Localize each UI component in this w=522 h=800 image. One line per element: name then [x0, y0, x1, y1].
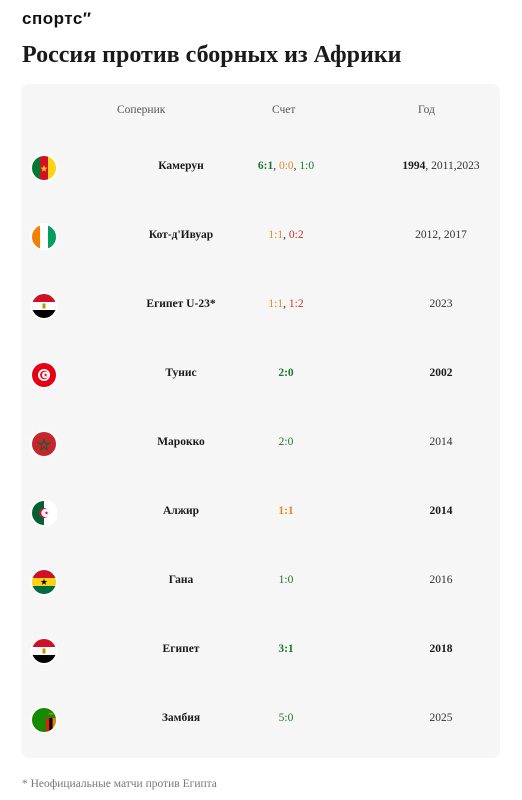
year-cell: 2002 [351, 367, 522, 379]
sports-logo[interactable]: спортс″ [22, 9, 92, 28]
table-row: Камерун 6:1, 0:0, 1:0 1994, 2011,2023 [21, 156, 500, 225]
score-draw: 1:1 [268, 229, 284, 241]
egypt-flag-icon [32, 639, 56, 663]
opponent-name: Замбия [161, 712, 201, 724]
table-row: Тунис 2:0 2002 [21, 363, 500, 432]
score-win: 1:0 [278, 574, 294, 586]
ghana-flag-icon [32, 570, 56, 594]
opponent-name: Египет [162, 643, 200, 655]
score-loss: 0:2 [288, 229, 304, 241]
algeria-flag-icon [32, 501, 56, 525]
table-row: Гана 1:0 2016 [21, 570, 500, 639]
opponent-name: Алжир [162, 505, 200, 517]
table-row: Алжир 1:1 2014 [21, 501, 500, 570]
opponent-name: Кот-д'Ивуар [148, 229, 214, 241]
opponent-name: Гана [168, 574, 194, 586]
ivory-coast-flag-icon [32, 225, 56, 249]
table-row: Египет 3:1 2018 [21, 639, 500, 708]
year-value: 2012, 2017 [415, 229, 467, 241]
zambia-flag-icon [32, 708, 56, 732]
score-cell: 1:1, 0:2 [268, 229, 304, 241]
table-row: Замбия 5:0 2025 [21, 708, 500, 777]
table-row: Египет U-23* 1:1, 1:2 2023 [21, 294, 500, 363]
year-cell: 2025 [351, 712, 522, 724]
opponent-name: Камерун [158, 160, 204, 172]
cameroon-flag-icon [32, 156, 56, 180]
score-win: 5:0 [278, 712, 294, 724]
score-cell: 6:1, 0:0, 1:0 [257, 160, 315, 172]
year-value: 2018 [429, 643, 453, 655]
year-value: 2014 [429, 436, 453, 448]
score-draw: 1:1 [268, 298, 284, 310]
score-draw: 1:1 [278, 505, 294, 517]
score-cell: 1:0 [236, 574, 336, 586]
score-cell: 3:1 [236, 643, 336, 655]
year-value: 2016 [429, 574, 453, 586]
year-cell: 2016 [351, 574, 522, 586]
year-cell: 1994, 2011,2023 [402, 160, 480, 172]
score-cell: 2:0 [236, 367, 336, 379]
score-win: 6:1 [257, 160, 274, 172]
year-cell: 2012, 2017 [351, 229, 522, 241]
year-cell: 2018 [351, 643, 522, 655]
opponent-name: Египет U-23* [146, 298, 216, 310]
score-draw: 0:0 [278, 160, 294, 172]
year-value: 2023 [429, 298, 453, 310]
tunisia-flag-icon [32, 363, 56, 387]
egypt-flag-icon [32, 294, 56, 318]
year-value: 2011,2023 [431, 160, 480, 172]
year-value: 1994 [402, 160, 426, 172]
score-win: 3:1 [278, 643, 294, 655]
column-header-opponent: Соперник [117, 104, 166, 116]
year-cell: 2014 [351, 436, 522, 448]
page-title: Россия против сборных из Африки [22, 42, 402, 68]
year-cell: 2023 [351, 298, 522, 310]
year-cell: 2014 [351, 505, 522, 517]
footnote: * Неофициальные матчи против Египта [22, 778, 217, 790]
score-cell: 1:1, 1:2 [268, 298, 304, 310]
table-row: Марокко 2:0 2014 [21, 432, 500, 501]
morocco-flag-icon [32, 432, 56, 456]
year-value: 2014 [429, 505, 453, 517]
column-header-score: Счет [272, 104, 296, 116]
opponent-name: Тунис [165, 367, 197, 379]
score-cell: 1:1 [236, 505, 336, 517]
results-table [21, 84, 500, 758]
score-loss: 1:2 [288, 298, 304, 310]
score-win: 2:0 [278, 436, 294, 448]
opponent-name: Марокко [157, 436, 205, 448]
year-value: 2025 [429, 712, 453, 724]
score-win: 2:0 [278, 367, 294, 379]
year-value: 2002 [429, 367, 453, 379]
column-header-year: Год [418, 104, 435, 116]
score-cell: 2:0 [236, 436, 336, 448]
score-win: 1:0 [299, 160, 315, 172]
table-row: Кот-д'Ивуар 1:1, 0:2 2012, 2017 [21, 225, 500, 294]
score-cell: 5:0 [236, 712, 336, 724]
